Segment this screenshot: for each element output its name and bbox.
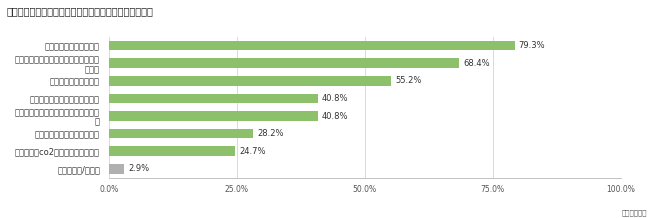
Bar bbox=[109, 58, 459, 68]
Bar bbox=[109, 164, 124, 174]
Bar bbox=[109, 129, 254, 138]
Text: リノベる調べ: リノベる調べ bbox=[621, 209, 647, 216]
Bar bbox=[109, 94, 318, 103]
Text: 55.2%: 55.2% bbox=[395, 76, 422, 85]
Text: 40.8%: 40.8% bbox=[322, 112, 348, 121]
Text: リノベーションによりできることは何だと思いますか。: リノベーションによりできることは何だと思いますか。 bbox=[6, 7, 153, 17]
Text: 2.9%: 2.9% bbox=[128, 164, 149, 173]
Bar bbox=[109, 111, 318, 121]
Text: 79.3%: 79.3% bbox=[519, 41, 545, 50]
Bar bbox=[109, 146, 235, 156]
Text: 28.2%: 28.2% bbox=[257, 129, 284, 138]
Bar bbox=[109, 41, 515, 50]
Text: 68.4%: 68.4% bbox=[463, 59, 489, 68]
Text: 24.7%: 24.7% bbox=[239, 147, 266, 156]
Text: 40.8%: 40.8% bbox=[322, 94, 348, 103]
Bar bbox=[109, 76, 391, 86]
